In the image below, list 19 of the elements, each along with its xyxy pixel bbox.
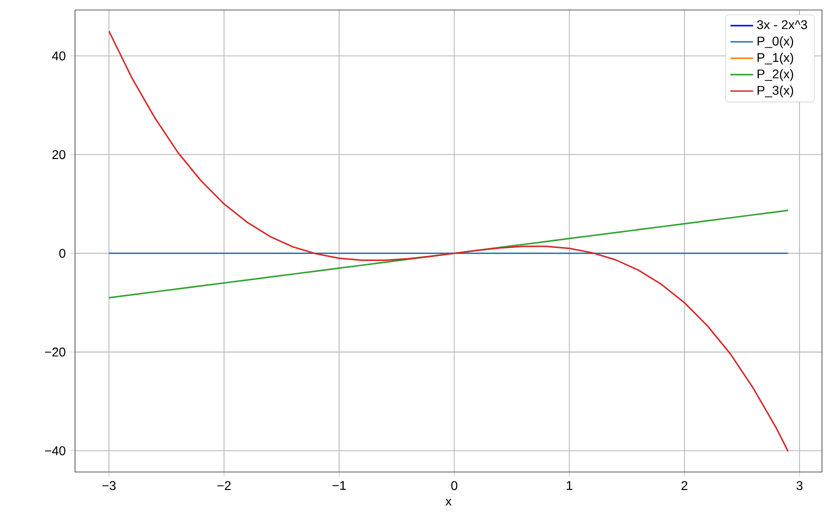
legend-label: P_2(x) [758,69,794,81]
x-tick-label: 0 [451,481,458,490]
x-tick-label: −3 [102,481,116,490]
legend-label: P_3(x) [758,86,794,98]
x-tick-label: −2 [217,481,231,490]
x-tick-label: −1 [332,481,346,490]
y-tick-label: −40 [44,446,66,456]
y-tick-label: −20 [44,348,66,357]
x-tick-label: 3 [796,481,803,490]
y-tick-label: 0 [59,248,66,258]
y-tick-label: 40 [52,51,66,60]
legend-label: P_0(x) [758,36,794,48]
x-axis-title: x [445,498,452,506]
x-tick-label: 2 [682,481,688,490]
legend-label: P_1(x) [758,52,794,64]
legend-label: 3x - 2x^3 [757,20,808,30]
x-tick-label: 1 [566,481,572,490]
line-series [108,210,789,298]
y-tick-label: 20 [52,150,66,160]
